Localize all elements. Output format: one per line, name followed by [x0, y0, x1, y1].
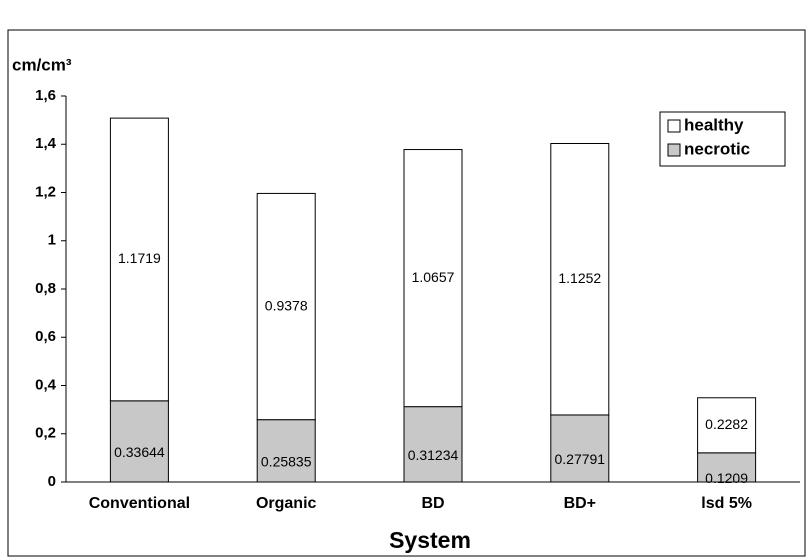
y-tick-label: 0 [48, 473, 56, 490]
x-axis-label: System [389, 527, 471, 553]
legend-swatch [667, 119, 681, 133]
y-tick-label: 0,4 [35, 376, 57, 393]
data-label: 0.1209 [705, 470, 748, 486]
x-tick-label: lsd 5% [701, 495, 752, 512]
x-tick-label: BD+ [564, 495, 596, 512]
y-tick-label: 1,2 [35, 183, 56, 200]
y-tick-label: 0,2 [35, 425, 56, 442]
bar-segment [109, 400, 169, 483]
y-tick-label: 1 [48, 232, 56, 249]
data-label: 0.31234 [408, 447, 459, 463]
y-tick-label: 0,6 [35, 328, 56, 345]
bar-segment [109, 117, 169, 402]
x-tick-label: Conventional [89, 495, 190, 512]
data-label: 0.9378 [265, 297, 308, 313]
legend-label: healthy [684, 115, 744, 134]
bar-segment [403, 149, 463, 408]
y-tick-label: 0,8 [35, 280, 56, 297]
data-label: 0.27791 [554, 451, 605, 467]
data-label: 1.1719 [118, 250, 161, 266]
y-tick-label: 1,4 [35, 135, 57, 152]
data-label: 0.25835 [261, 454, 312, 470]
x-tick-label: BD [421, 495, 444, 512]
data-label: 0.33644 [114, 444, 165, 460]
x-tick-label: Organic [256, 495, 317, 512]
y-tick-label: 1,6 [35, 87, 56, 104]
bar-segment [403, 406, 463, 483]
bar-segment [550, 414, 610, 483]
data-label: 0.2282 [705, 416, 748, 432]
legend-label: necrotic [684, 139, 750, 158]
bar-segment [256, 419, 316, 483]
legend-swatch [667, 143, 681, 157]
bar-segment [256, 192, 316, 421]
legend-box [659, 111, 786, 167]
data-label: 1.0657 [412, 269, 455, 285]
bar-segment [550, 142, 610, 416]
data-label: 1.1252 [558, 270, 601, 286]
y-axis-label: cm/cm³ [12, 55, 72, 74]
bar-segment [697, 397, 757, 454]
